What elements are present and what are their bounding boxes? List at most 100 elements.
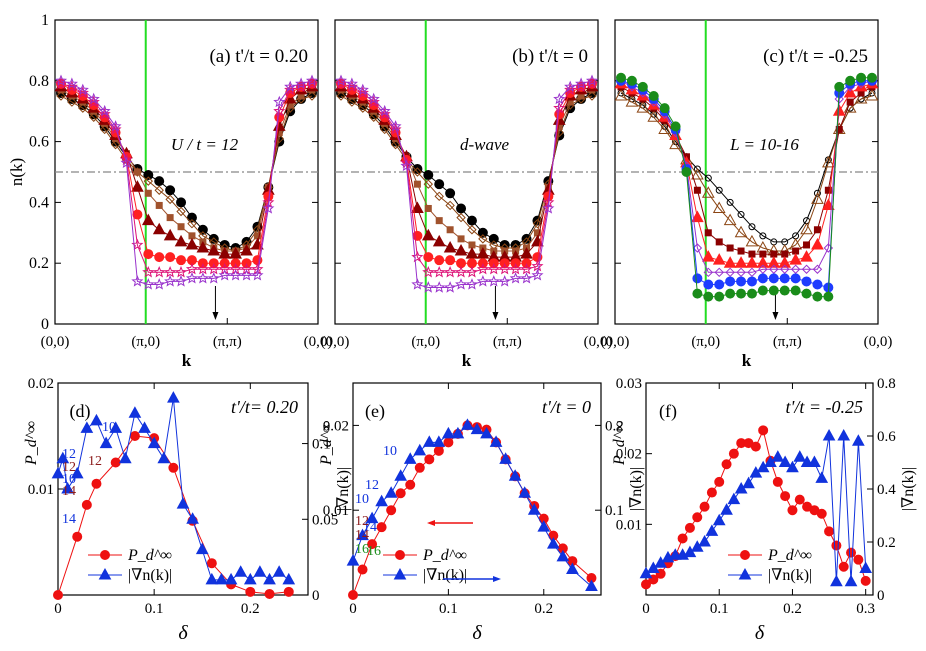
- data-point: [498, 275, 511, 287]
- y-axis-label-n-k: n(k): [7, 158, 26, 186]
- data-point: [715, 186, 723, 194]
- data-point: [838, 561, 849, 572]
- size-label: 12: [355, 514, 369, 529]
- size-label: 14: [363, 520, 377, 535]
- data-point: [498, 262, 511, 275]
- data-point: [176, 255, 187, 266]
- data-point: [379, 124, 390, 135]
- data-point: [779, 285, 790, 296]
- x-tick-label: 0.2: [783, 601, 802, 617]
- panel-c-title: (c) t'/t = -0.25: [763, 46, 868, 67]
- data-point: [176, 497, 190, 509]
- x-tick-label: (0,0): [864, 334, 893, 350]
- data-point: [423, 170, 434, 181]
- data-point: [843, 85, 857, 98]
- data-point: [155, 201, 163, 209]
- size-label: 14: [355, 528, 369, 543]
- data-point: [185, 272, 198, 284]
- data-point: [128, 406, 142, 418]
- data-point: [196, 262, 209, 275]
- data-point: [647, 110, 661, 122]
- legend-label-grad-n: |∇n(k)|: [128, 567, 172, 584]
- data-point: [780, 491, 791, 502]
- y-tick-label-left: 0.02: [616, 447, 642, 463]
- data-point: [477, 227, 488, 238]
- data-point: [518, 486, 532, 498]
- data-point: [218, 269, 231, 281]
- data-point: [423, 179, 434, 189]
- data-point: [816, 508, 827, 519]
- data-point: [691, 210, 704, 223]
- data-point: [756, 256, 770, 268]
- data-point: [176, 197, 187, 208]
- data-point: [832, 104, 846, 116]
- data-point: [433, 265, 446, 278]
- data-point: [703, 279, 714, 290]
- data-point: [556, 549, 570, 562]
- x-axis-label: k: [462, 351, 472, 370]
- data-point: [294, 77, 308, 90]
- data-point: [432, 435, 446, 447]
- data-point: [681, 167, 692, 177]
- data-point: [367, 95, 380, 108]
- data-point: [712, 253, 726, 265]
- data-point: [91, 478, 102, 489]
- data-point: [53, 590, 63, 600]
- data-point: [636, 101, 650, 113]
- data-point: [165, 252, 176, 263]
- data-point: [434, 179, 445, 190]
- data-point: [487, 262, 500, 275]
- data-point: [692, 288, 703, 299]
- data-point: [801, 276, 812, 287]
- data-point: [465, 278, 478, 290]
- data-point: [65, 80, 78, 92]
- data-point: [334, 74, 348, 86]
- data-point: [769, 264, 779, 274]
- y-tick-label-right: 0: [312, 588, 320, 604]
- data-point: [803, 241, 811, 249]
- data-point: [499, 452, 512, 464]
- data-point: [443, 437, 454, 448]
- data-point: [375, 494, 388, 507]
- data-point: [813, 189, 821, 197]
- data-point: [165, 185, 176, 196]
- data-point: [723, 213, 737, 226]
- data-point: [442, 426, 455, 439]
- size-label: 16: [367, 544, 381, 559]
- data-point: [253, 565, 267, 577]
- data-point: [714, 291, 725, 302]
- data-point: [793, 450, 807, 462]
- data-point: [131, 275, 144, 287]
- arrow-left-axis-head: [427, 520, 435, 526]
- data-point: [625, 95, 639, 107]
- data-point: [759, 232, 767, 240]
- y-tick-label-left: 0.02: [28, 376, 54, 392]
- y-tick-label-left: 0.03: [616, 376, 642, 392]
- data-point: [411, 250, 424, 263]
- data-point: [790, 273, 801, 284]
- data-point: [837, 428, 851, 441]
- data-point: [186, 512, 199, 524]
- data-point: [727, 492, 741, 505]
- data-point: [434, 191, 444, 202]
- data-point: [637, 81, 648, 92]
- data-point: [824, 526, 835, 537]
- data-point: [424, 454, 435, 465]
- data-point: [422, 435, 436, 447]
- data-point: [845, 75, 856, 86]
- y-tick-label: 0.8: [29, 73, 49, 90]
- data-point: [725, 288, 736, 299]
- data-point: [564, 80, 577, 92]
- data-point: [240, 244, 253, 256]
- y-tick-label-right: 0.4: [877, 482, 896, 498]
- data-point: [476, 247, 490, 259]
- data-point: [822, 428, 836, 441]
- data-point: [394, 469, 408, 481]
- data-point: [546, 537, 560, 549]
- x-tick-label: 0.2: [241, 601, 260, 617]
- data-point: [531, 259, 544, 272]
- legend-label-grad-n: |∇n(k)|: [423, 567, 467, 584]
- size-label: 12: [62, 460, 76, 475]
- x-tick-label: 0.3: [856, 601, 875, 617]
- data-point: [400, 159, 413, 172]
